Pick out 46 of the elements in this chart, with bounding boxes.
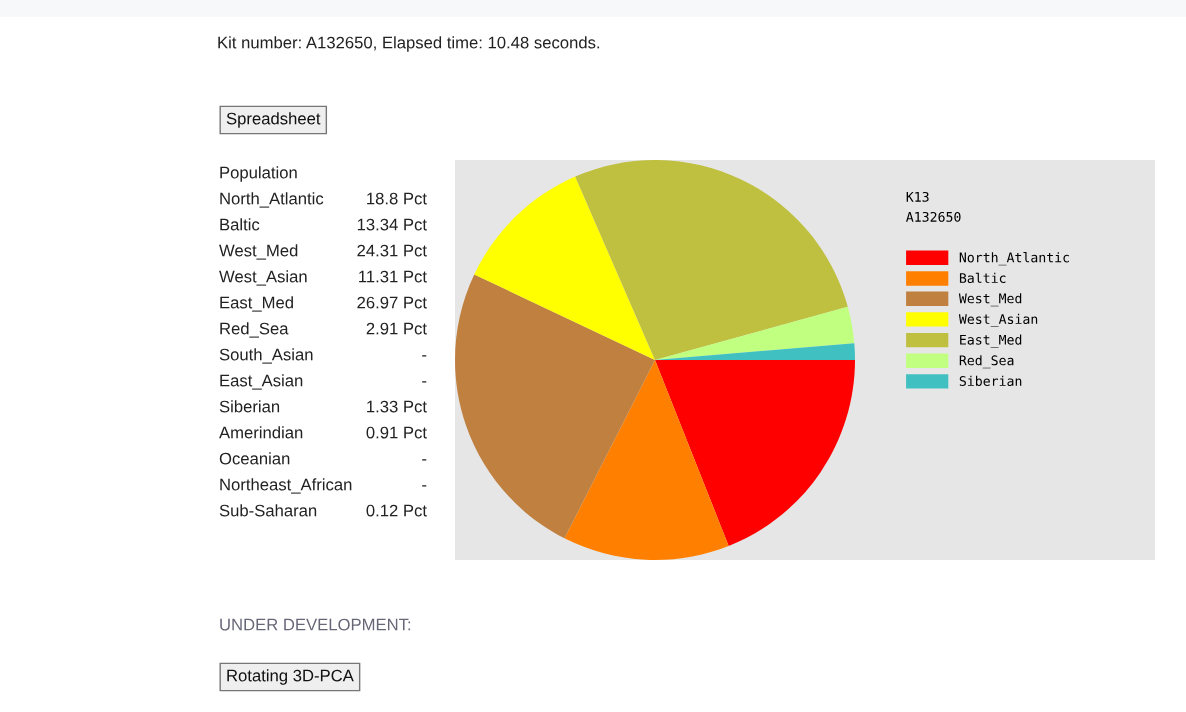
category-label: Siberian	[219, 400, 280, 413]
legend-label: West_Med	[958, 293, 1022, 307]
text: 0.12 Pct	[366, 504, 427, 517]
category-label: East_Med	[220, 296, 293, 312]
pie-slice	[474, 176, 655, 360]
category-label: West_Asian	[219, 270, 307, 286]
category-label: Amerindian	[219, 426, 303, 439]
text: 18.8 Pct	[367, 192, 427, 205]
text: Spreadsheet	[226, 112, 321, 128]
legend-label: Baltic	[959, 272, 1006, 284]
category-label: Red_Sea	[220, 322, 289, 338]
text: 1.33 Pct	[367, 400, 427, 413]
pie-slice	[564, 360, 729, 560]
text: UNDER DEVELOPMENT:	[220, 618, 411, 631]
category-label: South_Asian	[219, 348, 313, 364]
text: 0.91 Pct	[366, 426, 427, 439]
text: 26.97 Pct	[357, 296, 427, 309]
legend-label: Red_Sea	[959, 355, 1014, 369]
legend-label: West_Asian	[958, 313, 1038, 327]
text: 2.91 Pct	[366, 322, 427, 335]
pie-slice	[575, 160, 848, 360]
text: -	[422, 459, 427, 461]
pie-slice	[655, 360, 855, 546]
legend-label: North_Atlantic	[959, 252, 1069, 266]
category-label: Sub-Saharan	[219, 504, 317, 517]
pie-slice	[655, 306, 855, 360]
text: -	[422, 381, 427, 383]
text: -	[422, 485, 427, 487]
category-label: West_Med	[219, 244, 298, 260]
text: Rotating 3D-PCA	[227, 669, 354, 685]
text: K13	[906, 191, 929, 202]
legend-label: Siberian	[959, 375, 1022, 387]
pie-slice	[455, 274, 655, 539]
text: 24.31 Pct	[357, 244, 427, 257]
text: Kit number: A132650, Elapsed time: 10.48 seconds.	[218, 36, 600, 52]
category-label: Northeast_African	[220, 478, 352, 494]
text: 11.31 Pct	[359, 270, 427, 283]
text: 13.34 Pct	[357, 218, 427, 231]
legend-label: East_Med	[960, 334, 1022, 348]
category-label: North_Atlantic	[220, 192, 324, 208]
text: A132650	[906, 211, 961, 222]
category-label: Baltic	[220, 218, 260, 231]
text: Population	[220, 166, 297, 182]
text: -	[422, 355, 427, 357]
category-label: Oceanian	[219, 452, 290, 465]
category-label: East_Asian	[220, 374, 303, 390]
